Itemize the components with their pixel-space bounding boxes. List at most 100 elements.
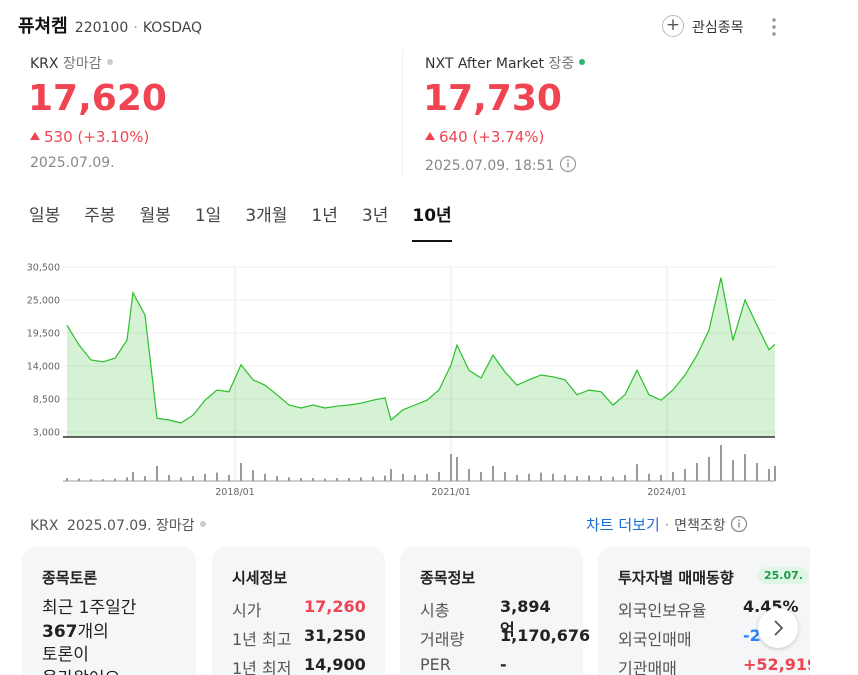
row-value: 17,260 xyxy=(304,597,366,616)
up-arrow xyxy=(425,132,435,140)
volume-bar xyxy=(402,473,404,481)
period-tab[interactable]: 일봉 xyxy=(29,206,61,226)
volume-bar xyxy=(114,478,116,481)
volume-bar xyxy=(168,475,170,481)
volume-bar xyxy=(636,464,638,481)
volume-bar xyxy=(126,477,128,481)
volume-bar xyxy=(66,478,68,481)
row-label: 시가 xyxy=(232,601,262,620)
volume-bar xyxy=(372,476,374,481)
row-label: 외국인보유율 xyxy=(618,601,707,620)
period-tab[interactable]: 10년 xyxy=(412,201,452,242)
info-row: 외국인보유율 4.45% xyxy=(618,597,799,621)
volume-bar xyxy=(264,473,266,481)
volume-bar xyxy=(324,478,326,481)
volume-bar xyxy=(612,476,614,481)
nxt-date-row: 2025.07.09. 18:51 xyxy=(425,155,577,174)
volume-bar xyxy=(672,472,674,481)
volume-bar xyxy=(624,475,626,481)
volume-bar xyxy=(204,473,206,481)
next-button[interactable] xyxy=(758,608,798,648)
volume-bar xyxy=(468,469,470,481)
nxt-change: 640 xyxy=(439,128,468,146)
watch-button[interactable]: 관심종목 xyxy=(692,20,744,36)
row-label: PER xyxy=(420,655,451,674)
status-dot xyxy=(579,59,586,65)
krx-change: 530 xyxy=(44,128,73,146)
y-tick-label: 25,000 xyxy=(27,296,60,307)
volume-bar xyxy=(492,466,494,481)
info-row: 1년 최저 14,900 xyxy=(232,655,366,675)
more-menu[interactable] xyxy=(768,17,780,39)
volume-bar xyxy=(774,466,776,481)
card-title: 종목토론 xyxy=(42,569,98,587)
chart-footer: KRX 2025.07.09. 장마감 xyxy=(30,515,206,535)
watch-icon[interactable]: + xyxy=(662,15,684,37)
nxt-label-row: NXT After Market 장중 xyxy=(425,53,586,73)
info-row: 시가 17,260 xyxy=(232,597,366,621)
price-chart: 3,000 8,500 14,000 19,500 25,000 30,500 2018/0… xyxy=(27,263,776,498)
volume-bar xyxy=(144,476,146,481)
krx-status: 장마감 xyxy=(62,56,102,72)
x-tick-label: 2018/01 xyxy=(215,487,254,498)
volume-bar xyxy=(732,460,734,481)
up-arrow xyxy=(30,132,40,140)
more-chart-link[interactable]: 차트 더보기 xyxy=(586,516,660,534)
volume-bar xyxy=(708,457,710,481)
volume-bar xyxy=(252,470,254,481)
period-tab[interactable]: 3개월 xyxy=(245,206,288,226)
volume-bar xyxy=(90,479,92,481)
post-count: 367 xyxy=(42,621,78,642)
text-line: 최근 1주일간 xyxy=(42,598,137,618)
volume-bar xyxy=(456,457,458,481)
volume-bar xyxy=(768,469,770,481)
card-title: 시세정보 xyxy=(232,569,288,587)
volume-bar xyxy=(240,463,242,481)
period-tab[interactable]: 주봉 xyxy=(84,206,116,226)
row-label: 거래량 xyxy=(420,630,465,649)
volume-bar xyxy=(312,478,314,481)
volume-bar xyxy=(360,477,362,481)
period-tab[interactable]: 3년 xyxy=(361,206,389,226)
header: 퓨쳐켐 220100 · KOSDAQ xyxy=(18,12,202,38)
nxt-change-pct: (+3.74%) xyxy=(472,128,545,146)
info-row: 1년 최고 31,250 xyxy=(232,626,366,650)
volume-bar xyxy=(288,477,290,481)
volume-bar xyxy=(228,475,230,481)
volume-bar xyxy=(660,475,662,481)
period-tab[interactable]: 1년 xyxy=(311,206,338,226)
volume-bar xyxy=(516,475,518,481)
volume-bar xyxy=(276,476,278,481)
text-line: 토론이 xyxy=(42,645,89,665)
separator: · xyxy=(133,20,138,36)
y-tick-label: 8,500 xyxy=(33,395,60,406)
nxt-status: 장중 xyxy=(548,56,575,72)
y-tick-label: 19,500 xyxy=(27,329,60,340)
volume-bar xyxy=(450,454,452,481)
row-value: 14,900 xyxy=(304,655,366,674)
text: 개의 xyxy=(77,621,109,642)
y-tick-label: 30,500 xyxy=(27,263,60,274)
volume-bar xyxy=(348,478,350,481)
divider xyxy=(402,50,403,175)
nxt-label: NXT After Market xyxy=(425,56,545,72)
price-line xyxy=(66,277,776,424)
separator: · xyxy=(664,516,670,534)
nxt-price: 17,730 xyxy=(423,78,562,119)
volume-bar xyxy=(414,475,416,481)
info-row: 외국인매매-252, xyxy=(618,626,789,650)
status: 장마감 xyxy=(156,518,195,534)
stock-name: 퓨쳐켐 xyxy=(18,16,68,37)
disclaimer-link[interactable]: 면책조항 xyxy=(674,518,726,534)
volume-bar xyxy=(300,478,302,481)
discussion-text: 최근 1주일간 367개의토론이올라왔어요 xyxy=(42,597,136,675)
volume-bar xyxy=(438,472,440,481)
period-tab[interactable]: 1일 xyxy=(194,206,222,226)
info-icon[interactable] xyxy=(559,155,577,173)
info-icon[interactable] xyxy=(730,515,748,533)
y-tick-label: 3,000 xyxy=(33,428,60,439)
volume-bar xyxy=(576,476,578,481)
period-tab[interactable]: 월봉 xyxy=(139,206,171,226)
